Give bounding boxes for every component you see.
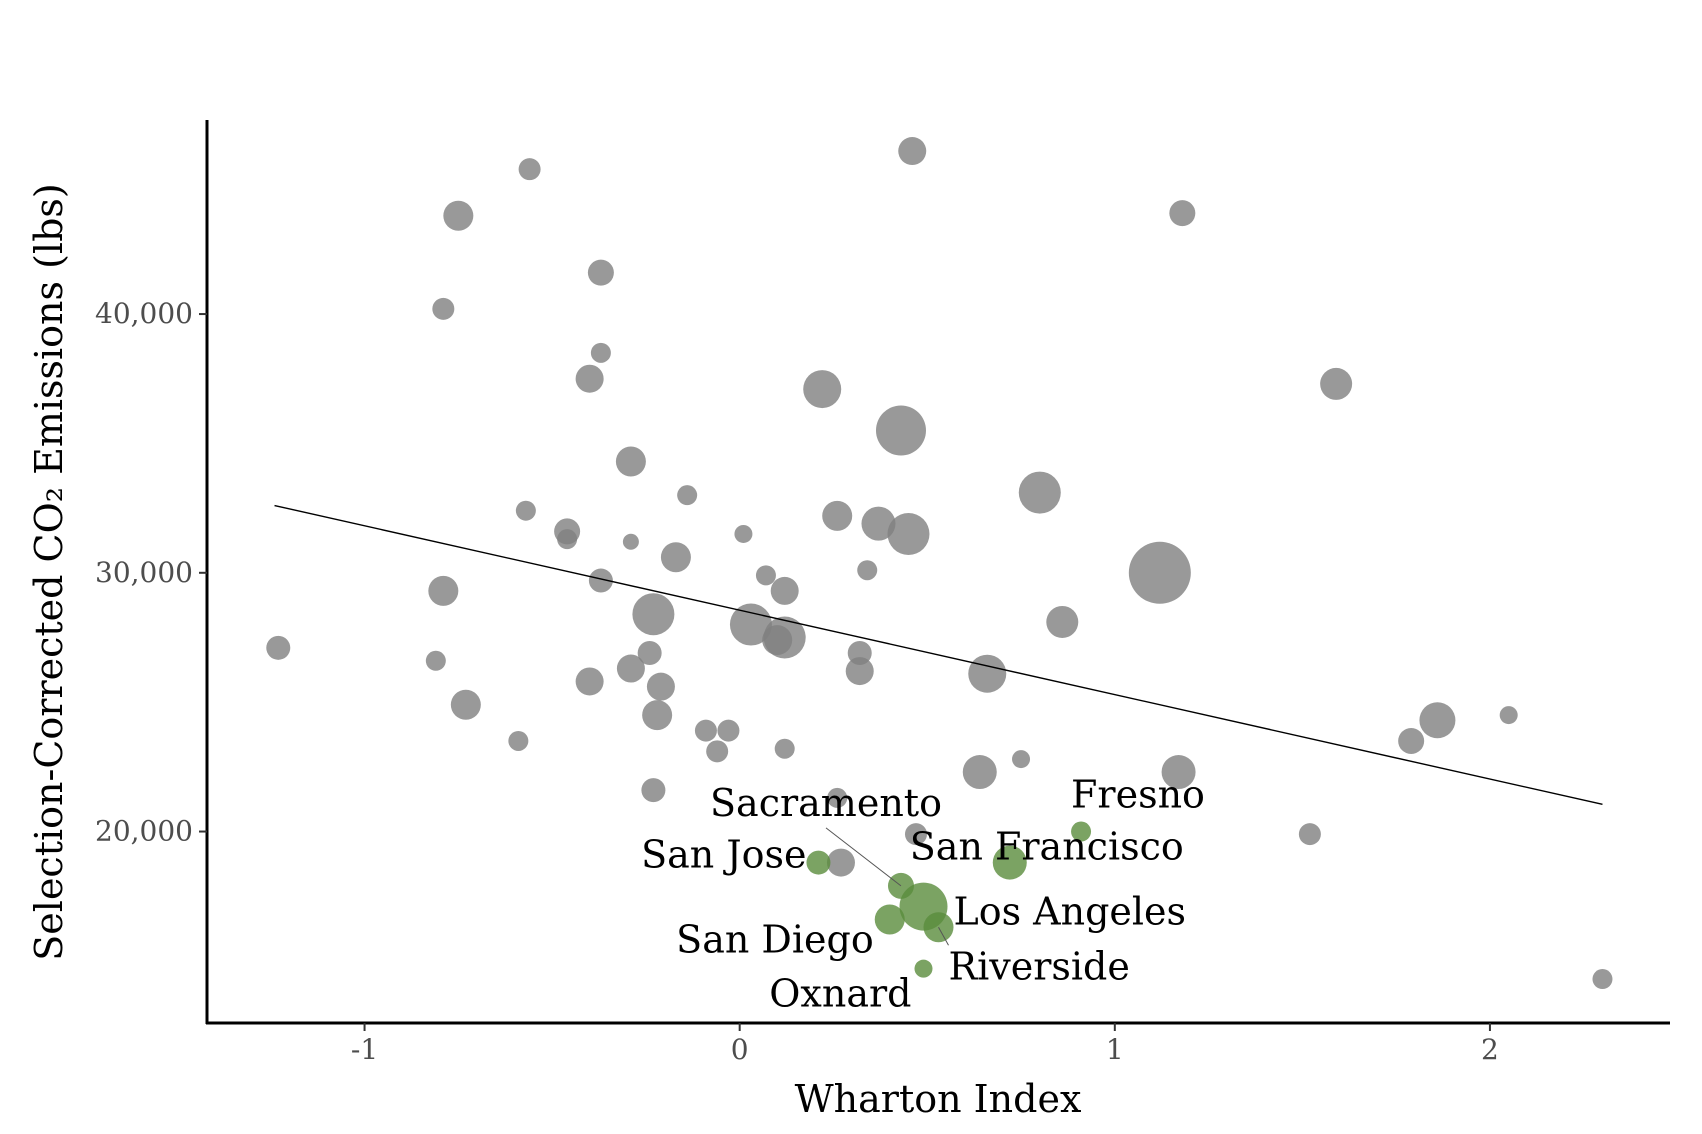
- data-point: [904, 823, 927, 846]
- data-point: [1012, 750, 1031, 769]
- data-point: [968, 654, 1007, 693]
- y-axis-title: Selection-Corrected CO₂ Emissions (lbs): [27, 183, 71, 960]
- leader-line: [938, 927, 949, 946]
- leader-line: [825, 827, 902, 887]
- data-point: [508, 730, 529, 751]
- city-label-los-angeles: Los Angeles: [953, 890, 1186, 934]
- data-point: [1320, 367, 1353, 400]
- data-point: [432, 297, 455, 320]
- data-point: [425, 650, 446, 671]
- data-point: [803, 370, 842, 409]
- data-point: [898, 137, 927, 166]
- data-point: [641, 778, 666, 803]
- data-point: [428, 575, 459, 606]
- california-point-fresno: [1071, 821, 1092, 842]
- data-point: [826, 848, 855, 877]
- data-point: [1298, 823, 1321, 846]
- data-point: [861, 506, 896, 541]
- city-label-san-jose: San Jose: [641, 833, 806, 877]
- fit-line: [274, 504, 1603, 806]
- data-point: [857, 560, 878, 581]
- y-axis-ticks: 20,000 30,000 40,000: [95, 297, 207, 848]
- data-point: [615, 446, 646, 477]
- points-layer: [266, 137, 1613, 990]
- data-point: [729, 603, 772, 646]
- data-point: [1161, 755, 1196, 790]
- data-point: [717, 719, 740, 742]
- city-label-fresno: Fresno: [1071, 773, 1205, 817]
- y-tick-label: 40,000: [95, 297, 193, 330]
- data-point: [734, 524, 753, 543]
- data-point: [770, 576, 799, 605]
- y-tick-label: 30,000: [95, 556, 193, 589]
- data-point: [588, 568, 613, 593]
- data-point: [677, 485, 698, 506]
- data-point: [575, 667, 604, 696]
- city-label-riverside: Riverside: [949, 944, 1130, 988]
- data-point: [1592, 969, 1613, 990]
- data-point: [637, 641, 662, 666]
- x-tick-label: 2: [1481, 1033, 1499, 1066]
- data-point: [642, 700, 673, 731]
- data-point: [887, 512, 930, 555]
- california-point-san-francisco: [992, 845, 1027, 880]
- leader-lines: [825, 827, 949, 946]
- data-point: [660, 542, 691, 573]
- data-point: [1018, 471, 1061, 514]
- data-point: [616, 654, 645, 683]
- data-point: [590, 342, 611, 363]
- data-point: [518, 158, 541, 181]
- data-point: [622, 533, 639, 550]
- data-point: [1169, 200, 1196, 227]
- data-point: [557, 529, 578, 550]
- data-point: [443, 200, 474, 231]
- x-axis-ticks: -1 0 1 2: [351, 1023, 1499, 1066]
- california-point-oxnard: [914, 959, 933, 978]
- data-point: [1398, 727, 1425, 754]
- california-point-san-diego: [874, 904, 905, 935]
- data-point: [706, 740, 729, 763]
- data-point: [515, 500, 536, 521]
- data-point: [875, 405, 926, 456]
- data-point: [1128, 541, 1191, 604]
- data-point: [762, 625, 793, 656]
- y-tick-label: 20,000: [95, 815, 193, 848]
- data-point: [694, 719, 717, 742]
- data-point: [1046, 605, 1079, 638]
- data-point: [962, 755, 997, 790]
- data-point: [646, 672, 675, 701]
- data-point: [755, 565, 776, 586]
- data-point: [774, 738, 795, 759]
- data-point: [450, 689, 481, 720]
- city-label-san-francisco: San Francisco: [910, 825, 1184, 869]
- data-point: [632, 593, 675, 636]
- data-point: [1419, 702, 1456, 739]
- data-point: [575, 364, 604, 393]
- x-tick-label: 1: [1106, 1033, 1124, 1066]
- data-point: [822, 500, 853, 531]
- data-point: [266, 635, 291, 660]
- data-point: [587, 259, 614, 286]
- data-point: [1499, 706, 1518, 725]
- data-point: [827, 787, 848, 808]
- city-label-san-diego: San Diego: [676, 918, 874, 962]
- city-label-oxnard: Oxnard: [769, 972, 911, 1016]
- california-point-san-jose: [806, 850, 831, 875]
- x-tick-label: -1: [351, 1033, 378, 1066]
- data-point: [845, 657, 874, 686]
- x-tick-label: 0: [731, 1033, 749, 1066]
- city-label-sacramento: Sacramento: [710, 781, 942, 825]
- x-axis-title: Wharton Index: [795, 1077, 1082, 1121]
